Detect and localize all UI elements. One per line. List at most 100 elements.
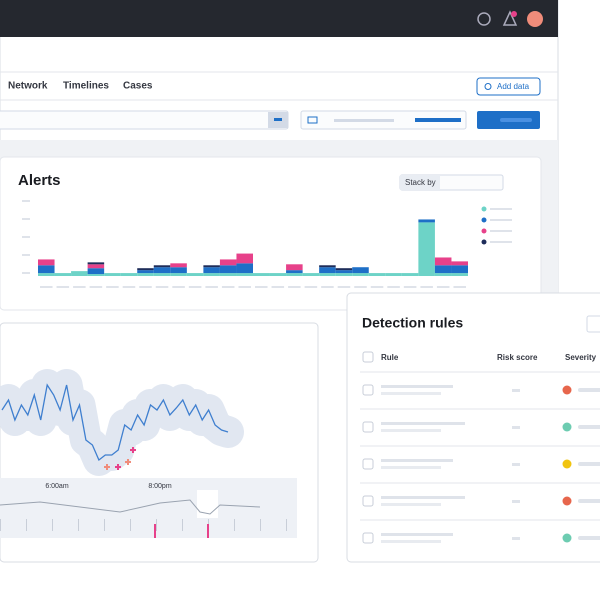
news-dot (511, 11, 517, 17)
bar (219, 265, 237, 274)
legend-placeholder (490, 219, 512, 221)
bar (269, 273, 287, 276)
placeholder (578, 425, 600, 429)
placeholder (381, 496, 465, 499)
bar (286, 270, 303, 274)
bar (153, 265, 171, 268)
checkbox (362, 458, 374, 470)
x-placeholder (321, 286, 334, 288)
x-placeholder (403, 286, 417, 288)
bar (54, 273, 72, 276)
bar (253, 273, 270, 276)
placeholder (381, 392, 441, 395)
x-placeholder (40, 286, 53, 288)
placeholder (381, 466, 441, 469)
placeholder (415, 118, 461, 122)
timeline-brush (0, 478, 297, 538)
top-bar (0, 0, 558, 37)
bar (170, 273, 187, 276)
x-placeholder (155, 286, 169, 288)
time-label: 6:00am (45, 483, 69, 490)
column-header: Severity (565, 353, 597, 362)
x-placeholder (221, 286, 235, 288)
x-placeholder (255, 286, 268, 288)
stack-by-label: Stack by (405, 178, 436, 187)
legend-dot (481, 217, 487, 223)
x-placeholder (453, 286, 466, 288)
x-placeholder (106, 286, 119, 288)
news-icon[interactable] (502, 10, 518, 26)
bar (186, 273, 204, 276)
axis-placeholder (22, 272, 30, 274)
x-placeholder (420, 286, 433, 288)
avatar[interactable] (527, 11, 543, 27)
checkbox (362, 421, 374, 433)
x-placeholder (172, 286, 185, 288)
x-placeholder (271, 286, 285, 288)
bar (104, 273, 121, 276)
placeholder (381, 540, 441, 543)
x-placeholder (73, 286, 86, 288)
checkbox (362, 495, 374, 507)
bar (434, 273, 452, 276)
bar (302, 273, 320, 276)
event-marker (207, 524, 209, 538)
bar (352, 273, 369, 276)
placeholder (381, 385, 453, 388)
tab[interactable]: Network (8, 81, 48, 92)
search-box[interactable] (586, 315, 600, 333)
bar (203, 273, 220, 276)
detection-panel (346, 292, 600, 563)
bar (451, 273, 468, 276)
alerts-panel (0, 156, 542, 311)
checkbox[interactable] (362, 351, 374, 363)
line (1, 383, 229, 462)
bar (236, 253, 253, 264)
checkbox (362, 384, 374, 396)
bar (87, 262, 105, 265)
bar (219, 259, 237, 266)
bar (451, 261, 468, 266)
x-placeholder (354, 286, 367, 288)
event-marker (154, 524, 156, 538)
bar (120, 273, 138, 276)
x-placeholder (139, 286, 152, 288)
x-placeholder (56, 286, 70, 288)
bar (38, 259, 55, 266)
bar (368, 273, 386, 276)
search-input[interactable] (0, 110, 289, 130)
bar (38, 273, 55, 276)
help-icon[interactable] (477, 12, 491, 26)
bar (319, 267, 336, 274)
severity-dot (562, 422, 572, 432)
axis-placeholder (22, 200, 30, 202)
placeholder (334, 119, 394, 122)
bar (286, 273, 303, 276)
legend-placeholder (490, 241, 512, 243)
placeholder (512, 426, 520, 429)
placeholder (381, 459, 453, 462)
tab[interactable]: Cases (123, 81, 153, 92)
legend-placeholder (490, 230, 512, 232)
bar (236, 263, 253, 274)
bar (38, 265, 55, 274)
severity-dot (562, 385, 572, 395)
add-data-button[interactable] (476, 77, 541, 96)
placeholder (578, 462, 600, 466)
placeholder (500, 118, 532, 122)
x-placeholder (387, 286, 400, 288)
calendar-icon (307, 116, 318, 124)
bar (434, 257, 452, 266)
column-header: Risk score (497, 353, 538, 362)
placeholder (381, 503, 441, 506)
tab[interactable]: Timelines (63, 81, 109, 92)
x-placeholder (238, 286, 251, 288)
severity-dot (562, 533, 572, 543)
bar (137, 268, 154, 271)
axis-placeholder (22, 236, 30, 238)
bar (137, 273, 154, 276)
bar (137, 270, 154, 274)
x-placeholder (436, 286, 450, 288)
bar (153, 273, 171, 276)
